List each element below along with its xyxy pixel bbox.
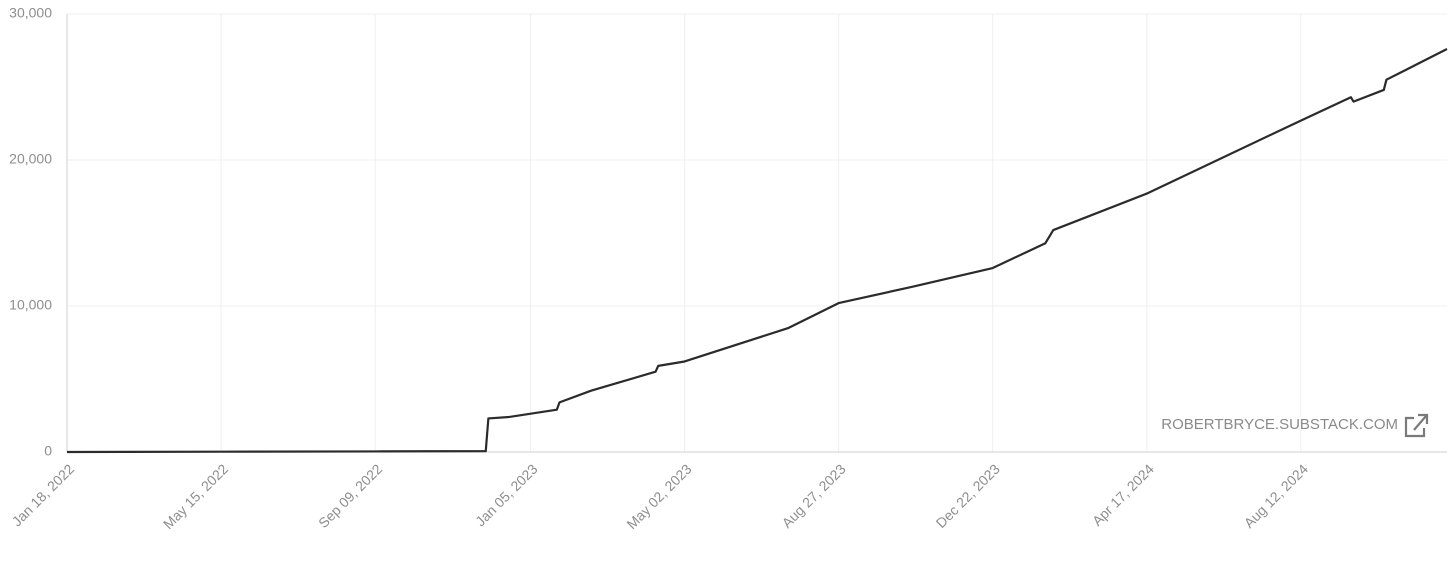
x-tick-label: Jan 18, 2022 <box>9 461 78 530</box>
watermark: ROBERTBRYCE.SUBSTACK.COM <box>1161 416 1398 433</box>
y-tick-label: 30,000 <box>9 5 52 21</box>
x-tick-label: Sep 09, 2022 <box>315 461 385 531</box>
x-tick-label: Aug 27, 2023 <box>779 461 849 531</box>
x-tick-label: Apr 17, 2024 <box>1089 461 1157 529</box>
line <box>66 48 1448 454</box>
x-tick-label: Dec 22, 2023 <box>933 461 1003 531</box>
x-tick-label: May 15, 2022 <box>160 461 231 532</box>
external-link-icon <box>1404 413 1429 438</box>
x-tick-label: Aug 12, 2024 <box>1241 461 1311 531</box>
x-tick-label: May 02, 2023 <box>623 461 694 532</box>
y-tick-label: 10,000 <box>9 297 52 313</box>
y-tick-label: 20,000 <box>9 151 52 167</box>
x-tick-label: Jan 05, 2023 <box>472 461 541 530</box>
axes: 0 10,000 20,000 30,000 Jan 18, 2022 May 15, 2… <box>9 5 1448 532</box>
y-tick-label: 0 <box>44 443 52 459</box>
